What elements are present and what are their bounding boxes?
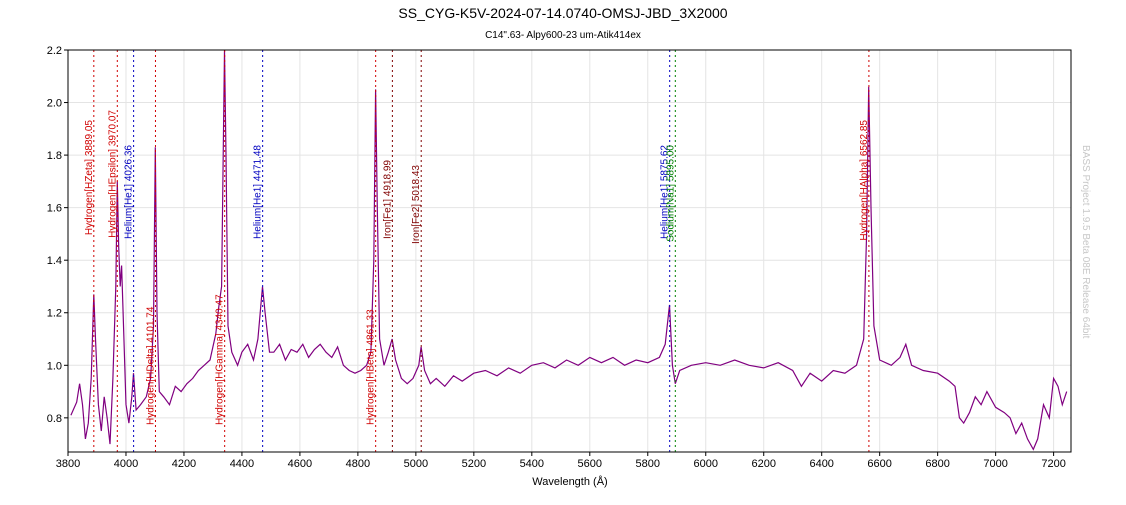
marker-label: Hydrogen[HGamma] 4340.47 [215, 294, 226, 425]
x-tick-label: 5800 [636, 458, 660, 470]
marker-label: Iron[Fe1] 4918.99 [382, 160, 393, 239]
x-tick-label: 4400 [230, 458, 254, 470]
x-tick-label: 7000 [983, 458, 1007, 470]
x-tick-label: 5600 [578, 458, 602, 470]
y-tick-label: 1.4 [47, 255, 62, 267]
marker-label: Sodium[Na1] 5895.00 [665, 145, 676, 242]
x-tick-label: 3800 [56, 458, 80, 470]
marker-label: Iron[Fe2] 5018.43 [411, 165, 422, 244]
marker-label: Hydrogen[HAlpha] 6562.85 [859, 120, 870, 241]
y-tick-label: 1.0 [47, 360, 62, 372]
x-tick-label: 6800 [925, 458, 949, 470]
y-tick-label: 0.8 [47, 413, 62, 425]
y-tick-label: 1.6 [47, 203, 62, 215]
x-tick-label: 5400 [520, 458, 544, 470]
plot-area [68, 50, 1071, 452]
marker-label: Helium[He1] 5875.62 [660, 145, 671, 239]
x-tick-label: 4800 [346, 458, 370, 470]
x-axis-label: Wavelength (Å) [532, 475, 607, 488]
x-tick-label: 6000 [694, 458, 718, 470]
x-tick-label: 4200 [172, 458, 196, 470]
x-tick-label: 7200 [1041, 458, 1065, 470]
spectrum-line [70, 49, 1068, 451]
y-tick-label: 2.2 [47, 45, 62, 57]
y-tick-label: 1.2 [47, 308, 62, 320]
x-tick-label: 6600 [867, 458, 891, 470]
watermark: BASS Project 1.9.5 Beta 08E Release 64bi… [1080, 145, 1091, 339]
y-tick-label: 1.8 [47, 150, 62, 162]
plot-border [67, 49, 1072, 453]
x-tick-label: 6200 [751, 458, 775, 470]
x-tick-label: 6400 [809, 458, 833, 470]
x-tick-label: 5000 [404, 458, 428, 470]
x-tick-label: 4000 [114, 458, 138, 470]
marker-label: Hydrogen[HEpsilon] 3970.07 [107, 110, 118, 238]
marker-label: Helium[He1] 4471.48 [253, 145, 264, 239]
chart-subtitle: C14".63- Alpy600-23 um-Atik414ex [485, 30, 641, 41]
marker-label: Hydrogen[HZeta] 3889.05 [84, 120, 95, 236]
marker-label: Hydrogen[HBeta] 4861.33 [366, 309, 377, 425]
marker-label: Helium[He1] 4026.36 [124, 145, 135, 239]
chart-title: SS_CYG-K5V-2024-07-14.0740-OMSJ-JBD_3X20… [398, 5, 727, 21]
marker-label: Hydrogen[HDelta] 4101.74 [145, 306, 156, 425]
y-tick-label: 2.0 [47, 98, 62, 110]
x-tick-label: 5200 [462, 458, 486, 470]
x-tick-label: 4600 [288, 458, 312, 470]
